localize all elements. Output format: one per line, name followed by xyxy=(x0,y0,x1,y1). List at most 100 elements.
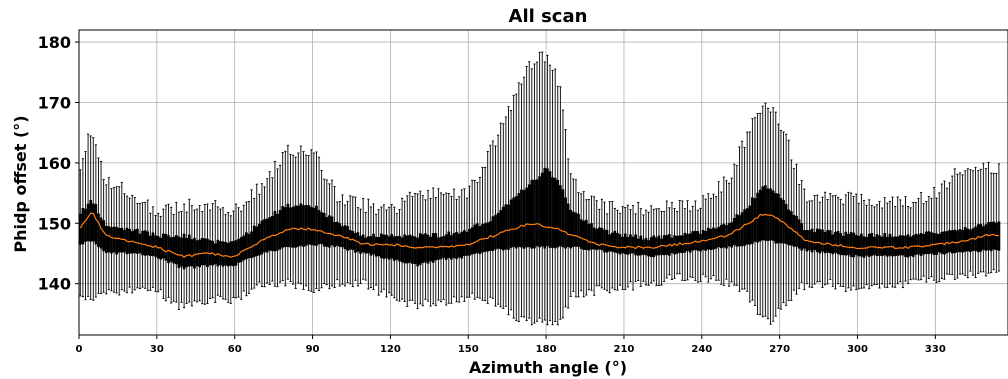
box-iqr xyxy=(647,240,650,257)
box xyxy=(914,202,918,280)
box-iqr xyxy=(208,240,212,266)
box xyxy=(782,131,785,304)
box xyxy=(979,168,983,273)
box xyxy=(78,169,82,297)
box xyxy=(164,204,168,302)
box xyxy=(974,166,977,278)
box xyxy=(120,182,124,291)
box-iqr xyxy=(610,232,614,252)
box-iqr xyxy=(182,233,186,270)
box xyxy=(81,158,85,298)
box-iqr xyxy=(379,233,383,259)
box-iqr xyxy=(880,236,884,257)
box xyxy=(286,144,290,280)
box xyxy=(426,190,430,302)
box-iqr xyxy=(239,237,243,263)
box-iqr xyxy=(252,225,256,258)
box-iqr xyxy=(496,213,500,249)
y-tick-label: 160 xyxy=(38,154,71,173)
box xyxy=(997,163,1001,272)
box-iqr xyxy=(499,210,503,250)
box xyxy=(725,180,728,280)
box xyxy=(551,69,554,326)
box-iqr xyxy=(289,207,292,248)
box xyxy=(937,192,941,283)
x-tick-labels: 0 30 60 90 120 150 180 210 240 270 300 330 xyxy=(76,335,946,355)
box xyxy=(992,172,996,271)
box xyxy=(499,122,503,308)
box-iqr xyxy=(860,233,863,257)
box xyxy=(880,207,884,285)
box xyxy=(730,177,733,283)
box xyxy=(239,210,243,300)
box-iqr xyxy=(639,235,643,256)
box xyxy=(379,206,383,293)
box-iqr xyxy=(447,231,451,258)
box-iqr xyxy=(893,236,897,256)
box-iqr xyxy=(270,216,274,252)
box-iqr xyxy=(883,233,887,256)
box-iqr xyxy=(714,228,718,249)
box xyxy=(514,93,518,322)
box xyxy=(764,102,767,317)
median-line xyxy=(79,212,999,258)
box xyxy=(149,212,152,291)
box xyxy=(276,168,279,288)
box xyxy=(956,173,959,279)
box-iqr xyxy=(847,234,850,256)
box-iqr xyxy=(177,236,181,269)
box xyxy=(133,196,137,291)
box xyxy=(89,135,93,300)
box-iqr xyxy=(963,227,967,252)
box xyxy=(488,144,492,298)
box-iqr xyxy=(857,235,861,257)
box-iqr xyxy=(507,204,510,250)
box xyxy=(325,179,329,286)
box xyxy=(660,210,663,286)
box xyxy=(216,206,220,296)
box xyxy=(766,107,770,320)
box xyxy=(706,193,710,283)
box xyxy=(403,200,407,303)
box xyxy=(665,200,669,279)
box xyxy=(232,210,235,298)
box-iqr xyxy=(431,232,435,263)
box xyxy=(97,157,100,294)
box-iqr xyxy=(226,242,230,267)
box xyxy=(883,197,887,288)
box xyxy=(255,183,259,286)
box xyxy=(738,146,741,292)
box-iqr xyxy=(642,239,645,255)
box-iqr xyxy=(260,220,264,255)
box xyxy=(273,160,277,287)
box-iqr xyxy=(548,171,552,248)
box xyxy=(751,118,754,301)
box xyxy=(475,182,479,298)
box xyxy=(994,173,998,273)
box xyxy=(385,209,388,298)
box xyxy=(258,193,261,283)
box-iqr xyxy=(187,234,191,267)
box-iqr xyxy=(652,235,656,258)
box xyxy=(616,209,619,291)
box-iqr xyxy=(374,236,378,257)
box xyxy=(683,208,687,281)
box-iqr xyxy=(629,234,632,254)
x-tick-label: 270 xyxy=(769,344,790,355)
box xyxy=(283,150,287,287)
box xyxy=(302,151,305,290)
box-iqr xyxy=(325,216,329,247)
box-iqr xyxy=(608,234,612,252)
box xyxy=(927,196,931,279)
box xyxy=(322,178,326,285)
box xyxy=(219,208,222,297)
box-iqr xyxy=(232,241,235,267)
box-iqr xyxy=(810,228,814,253)
box xyxy=(372,203,375,290)
box xyxy=(652,208,656,282)
box xyxy=(945,187,949,275)
box-iqr xyxy=(195,240,199,267)
box xyxy=(224,214,227,300)
box xyxy=(610,201,614,289)
box xyxy=(159,215,163,291)
